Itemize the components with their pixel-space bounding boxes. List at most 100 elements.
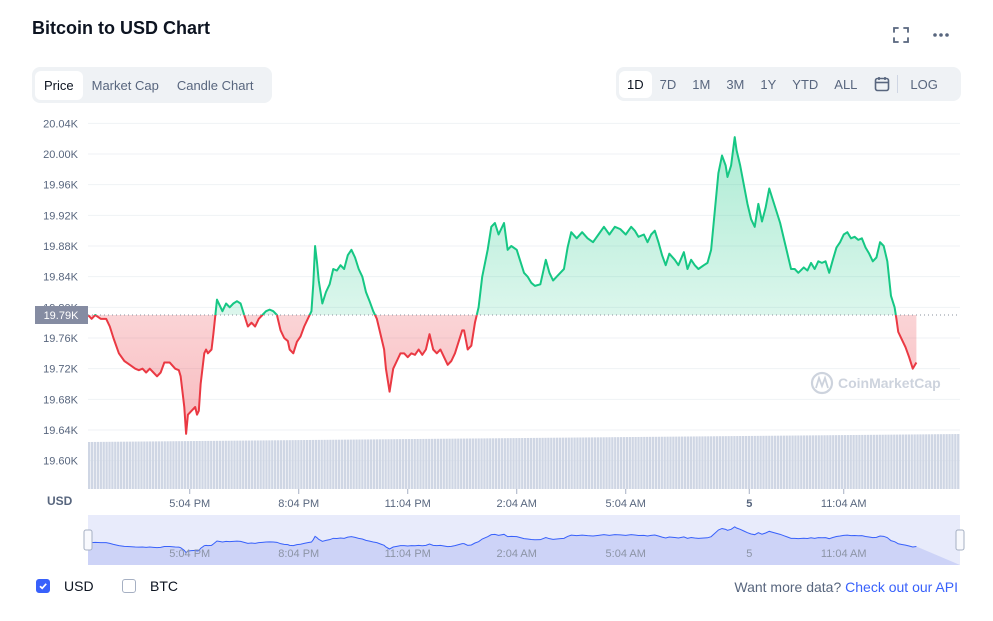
volume-bar [323,439,326,489]
volume-bar [140,441,143,489]
volume-bar [349,439,352,489]
range-1d[interactable]: 1D [619,70,652,98]
volume-bar [399,439,402,489]
volume-bar [308,439,312,489]
more-icon[interactable] [930,24,952,46]
volume-bar [390,439,393,489]
coinmarketcap-logo: CoinMarketCap [810,371,941,395]
volume-bar [756,435,759,489]
volume-bar [646,436,649,489]
y-tick-label: 19.92K [43,210,79,222]
volume-bar [314,439,318,489]
volume-bar [90,441,94,489]
volume-bar [651,436,655,489]
volume-bar [465,438,469,489]
volume-bar [916,434,919,489]
volume-bar [631,437,634,489]
volume-bar [678,436,681,489]
range-7d[interactable]: 7D [659,76,677,92]
volume-bar [823,435,826,489]
volume-bar [329,439,332,489]
log-scale-toggle[interactable]: LOG [910,76,938,92]
volume-bar [803,435,806,489]
navigator-tick-label: 5 [746,548,752,560]
volume-bar [221,440,225,489]
volume-bar [759,435,762,489]
navigator-tick-label: 8:04 PM [278,548,319,560]
volume-bar [128,441,131,489]
volume-bar [189,441,193,489]
volume-bar [500,438,504,489]
volume-bar [928,434,931,489]
volume-bar [201,440,204,489]
volume-bar [326,439,329,489]
navigator-handle[interactable] [955,529,965,551]
volume-bar [279,440,283,489]
range-ytd[interactable]: YTD [792,76,819,92]
range-all[interactable]: ALL [834,76,858,92]
volume-bar [858,434,861,489]
volume-bar [808,435,812,489]
fullscreen-icon[interactable] [890,24,912,46]
volume-bar [381,439,384,489]
volume-bar [343,439,347,489]
volume-bar [712,436,716,489]
volume-bar [157,441,161,489]
tab-price[interactable]: Price [35,70,83,100]
volume-bar [739,436,742,489]
volume-bar [852,434,855,489]
api-link[interactable]: Check out our API [845,579,958,595]
volume-bar [930,434,934,489]
volume-bar [558,437,562,489]
volume-bar [628,437,631,489]
volume-bar [146,441,149,489]
volume-bar [925,434,928,489]
volume-bar [358,439,361,489]
range-1m[interactable]: 1M [692,76,711,92]
y-tick-label: 19.60K [43,456,79,468]
volume-bar [477,438,480,489]
volume-bar [332,439,335,489]
tab-market-cap[interactable]: Market Cap [91,77,159,93]
range-divider [897,75,899,93]
volume-bar [547,437,550,489]
volume-bar [509,438,512,489]
volume-bar [262,440,265,489]
volume-bar [204,440,207,489]
volume-bar [704,436,707,489]
volume-bar [602,437,605,489]
volume-bar [233,440,236,489]
volume-bar [183,441,187,489]
x-tick-label: 11:04 AM [821,498,867,510]
volume-bar [582,437,585,489]
btc-checkbox[interactable] [122,579,136,593]
legend-usd[interactable]: USD [36,578,94,594]
volume-bar [250,440,254,489]
volume-bar [439,438,443,489]
volume-bar [524,438,527,489]
volume-bar [236,440,239,489]
calendar-icon[interactable] [871,73,893,95]
volume-bar [617,437,620,489]
volume-bar [247,440,251,489]
usd-checkbox[interactable] [36,579,50,593]
volume-bar [352,439,355,489]
tab-candle-chart[interactable]: Candle Chart [176,77,254,93]
volume-bar [564,437,567,489]
navigator-handle[interactable] [83,529,93,551]
range-1y[interactable]: 1Y [760,76,777,92]
volume-bar [794,435,797,489]
volume-bar [820,435,823,489]
volume-bar [724,436,727,489]
volume-bar [939,434,942,489]
volume-bar [744,435,748,489]
volume-bar [186,441,190,489]
volume-bar [175,441,178,489]
volume-bar [227,440,230,489]
range-3m[interactable]: 3M [726,76,745,92]
volume-bar [364,439,367,489]
legend-btc[interactable]: BTC [122,578,178,594]
volume-bar [111,441,114,489]
volume-bar [433,438,437,489]
